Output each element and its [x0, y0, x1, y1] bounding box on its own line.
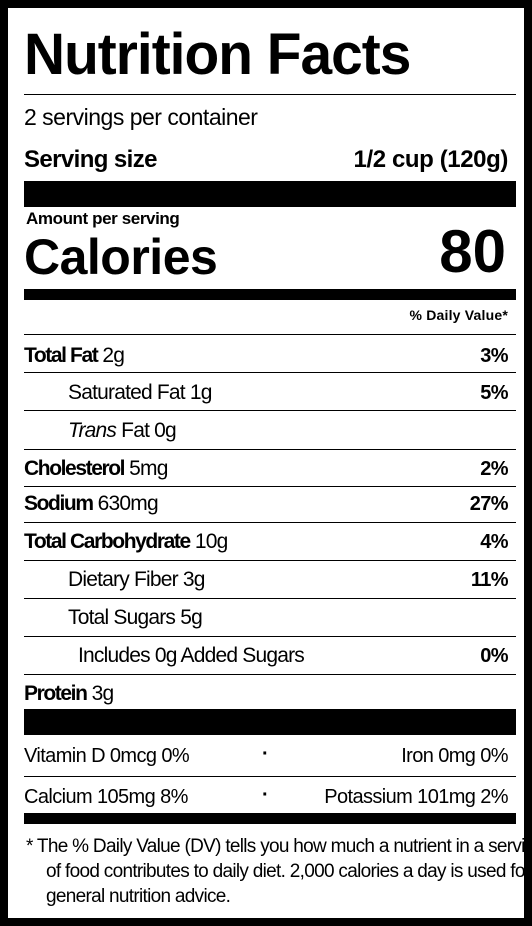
nutrient-name: Cholesterol: [24, 457, 126, 480]
iron: Iron 0mg 0%: [401, 745, 508, 767]
nutrient-row-saturated-fat: Saturated Fat 1g: [68, 382, 212, 403]
row-divider: [24, 522, 516, 523]
nutrient-amount: 0g: [154, 419, 177, 442]
amount-per-serving: Amount per serving: [26, 209, 180, 228]
nutrient-row-total-fat: Total Fat 2g: [24, 344, 125, 367]
nutrient-dv: 11%: [470, 569, 509, 591]
row-divider: [24, 334, 516, 335]
nutrient-name: Total Carbohydrate: [24, 530, 191, 553]
nutrient-dv: 0%: [480, 645, 508, 667]
nutrient-row-total-sugars: Total Sugars 5g: [68, 606, 203, 629]
thick-divider-top: [24, 181, 516, 207]
nutrient-dv: 27%: [469, 493, 509, 515]
row-divider: [24, 486, 516, 487]
footnote-line: of food contributes to daily diet. 2,000…: [46, 861, 531, 882]
calcium: Calcium 105mg 8%: [24, 786, 188, 808]
nutrient-name: Sodium: [24, 492, 94, 515]
nutrient-row-dietary-fiber: Dietary Fiber 3g: [68, 569, 205, 590]
row-divider: [24, 598, 516, 599]
nutrient-name: Dietary Fiber: [68, 568, 179, 591]
thick-divider-footnote: [24, 813, 516, 824]
row-divider: [24, 449, 516, 450]
potassium: Potassium 101mg 2%: [324, 786, 508, 808]
label-title: Nutrition Facts: [24, 22, 411, 87]
nutrient-amount: 5mg: [129, 457, 168, 480]
footnote: * The % Daily Value (DV) tells you how m…: [26, 834, 532, 909]
nutrient-amount: 1g: [189, 381, 213, 404]
servings-per-container: 2 servings per container: [24, 104, 258, 130]
nutrient-dv: 3%: [480, 345, 508, 367]
nutrient-amount: 630mg: [97, 492, 159, 515]
row-divider: [24, 560, 516, 561]
nutrient-amount: 10g: [194, 530, 228, 553]
nutrient-row-total-carbohydrate: Total Carbohydrate 10g: [24, 530, 228, 553]
nutrient-name: Protein: [24, 682, 88, 705]
nutrient-name: Trans: [68, 419, 117, 442]
nutrient-amount: 3g: [182, 568, 206, 591]
nutrient-name: Saturated Fat: [68, 381, 186, 404]
separator-dot: ·: [262, 784, 269, 806]
nutrient-name-suffix: Fat: [121, 419, 150, 442]
row-divider: [24, 372, 516, 373]
nutrient-amount: 2g: [102, 344, 125, 367]
nutrient-row-protein: Protein 3g: [24, 682, 115, 705]
nutrient-amount: 3g: [91, 682, 115, 705]
vitamin-d: Vitamin D 0mcg 0%: [24, 745, 190, 767]
row-divider: [24, 636, 516, 637]
nutrient-row-trans-fat: Trans Fat 0g: [68, 419, 177, 442]
nutrient-name: Total Fat: [24, 344, 99, 367]
row-divider: [24, 410, 516, 411]
serving-size-value: 1/2 cup (120g): [353, 146, 509, 173]
daily-value-header: % Daily Value*: [409, 307, 508, 323]
footnote-line: general nutrition advice.: [46, 886, 231, 907]
nutrient-row-cholesterol: Cholesterol 5mg: [24, 458, 168, 479]
row-divider: [24, 674, 516, 675]
calories-label: Calories: [24, 229, 218, 285]
nutrient-row-sodium: Sodium 630mg: [24, 492, 159, 515]
separator-dot: ·: [262, 743, 269, 765]
thick-divider-vitamins: [24, 709, 516, 735]
nutrient-amount: 5g: [180, 606, 203, 629]
nutrient-row-added-sugars: Includes 0g Added Sugars: [78, 644, 305, 667]
nutrient-name: Includes 0g Added Sugars: [78, 644, 305, 667]
calories-value: 80: [439, 218, 506, 285]
footnote-line: * The % Daily Value (DV) tells you how m…: [26, 836, 532, 857]
nutrient-dv: 4%: [480, 531, 508, 553]
nutrient-name: Total Sugars: [68, 606, 176, 629]
serving-size-label: Serving size: [24, 146, 157, 173]
nutrient-dv: 5%: [480, 382, 508, 404]
calories-divider: [24, 289, 516, 300]
nutrient-dv: 2%: [480, 458, 508, 480]
row-divider: [24, 776, 516, 777]
title-divider: [24, 94, 516, 95]
